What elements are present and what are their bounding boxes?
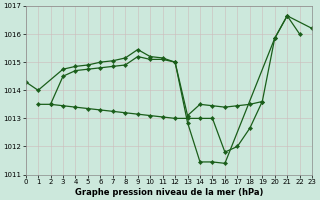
X-axis label: Graphe pression niveau de la mer (hPa): Graphe pression niveau de la mer (hPa) <box>75 188 263 197</box>
